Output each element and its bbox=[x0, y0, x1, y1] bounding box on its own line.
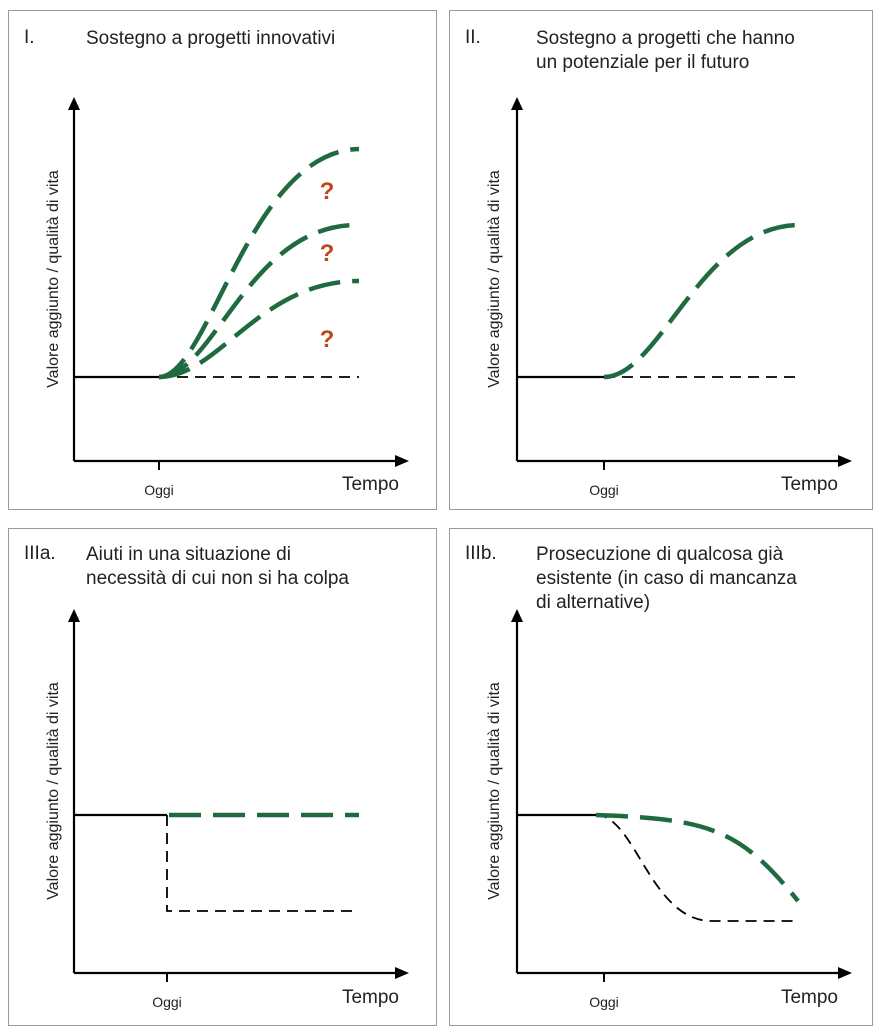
panel-innovative-projects: I. Sostegno a progetti innovativi Oggi T… bbox=[8, 10, 437, 510]
diagram: Oggi Tempo Valore aggiunto / qualità di … bbox=[45, 97, 409, 498]
today-label: Oggi bbox=[152, 994, 182, 1010]
panel-emergency-aid: IIIa. Aiuti in una situazione di necessi… bbox=[8, 528, 437, 1026]
diagram: Oggi Tempo Valore aggiunto / qualità di … bbox=[45, 609, 409, 1010]
y-axis-label: Valore aggiunto / qualità di vita bbox=[45, 682, 62, 900]
decline-without-support bbox=[595, 814, 798, 922]
panel-title: Prosecuzione di qualcosa già esistente (… bbox=[536, 544, 797, 613]
panel-number: I. bbox=[24, 27, 35, 48]
decline-without-aid bbox=[166, 815, 359, 912]
panel-number: IIIb. bbox=[465, 543, 497, 564]
panel-title: Sostegno a progetti innovativi bbox=[86, 28, 336, 49]
x-axis-label: Tempo bbox=[342, 474, 399, 495]
y-axis-label: Valore aggiunto / qualità di vita bbox=[486, 682, 503, 900]
today-label: Oggi bbox=[589, 994, 619, 1010]
x-axis-label: Tempo bbox=[781, 987, 838, 1008]
x-axis-label: Tempo bbox=[781, 474, 838, 495]
growth-curve bbox=[603, 222, 799, 380]
panel-title: Aiuti in una situazione di necessità di … bbox=[86, 544, 349, 589]
question-mark: ? bbox=[320, 178, 335, 205]
slowed-decline-with-support bbox=[595, 812, 800, 903]
panel-continuation: IIIb. Prosecuzione di qualcosa già esist… bbox=[449, 528, 873, 1026]
low-scenario-curve bbox=[158, 278, 360, 380]
y-axis-arrow bbox=[68, 609, 80, 622]
panel-title: Sostegno a progetti che hanno un potenzi… bbox=[536, 28, 795, 73]
y-axis-arrow bbox=[68, 97, 80, 110]
y-axis-arrow bbox=[511, 609, 523, 622]
diagram: Oggi Tempo Valore aggiunto / qualità di … bbox=[486, 97, 852, 498]
today-label: Oggi bbox=[589, 482, 619, 498]
panel-number: II. bbox=[465, 27, 481, 48]
high-scenario-curve bbox=[158, 146, 360, 380]
y-axis-label: Valore aggiunto / qualità di vita bbox=[45, 170, 62, 388]
y-axis-label: Valore aggiunto / qualità di vita bbox=[486, 170, 503, 388]
panel-number: IIIa. bbox=[24, 543, 56, 564]
diagram: Oggi Tempo Valore aggiunto / qualità di … bbox=[486, 609, 852, 1010]
mid-scenario-curve bbox=[158, 222, 360, 380]
x-axis-arrow bbox=[395, 967, 409, 979]
x-axis-arrow bbox=[395, 455, 409, 467]
y-axis-arrow bbox=[511, 97, 523, 110]
today-label: Oggi bbox=[144, 482, 174, 498]
x-axis-arrow bbox=[838, 967, 852, 979]
x-axis-arrow bbox=[838, 455, 852, 467]
x-axis-label: Tempo bbox=[342, 987, 399, 1008]
panel-future-potential: II. Sostegno a progetti che hanno un pot… bbox=[449, 10, 873, 510]
question-mark: ? bbox=[320, 326, 335, 353]
question-mark: ? bbox=[320, 240, 335, 267]
